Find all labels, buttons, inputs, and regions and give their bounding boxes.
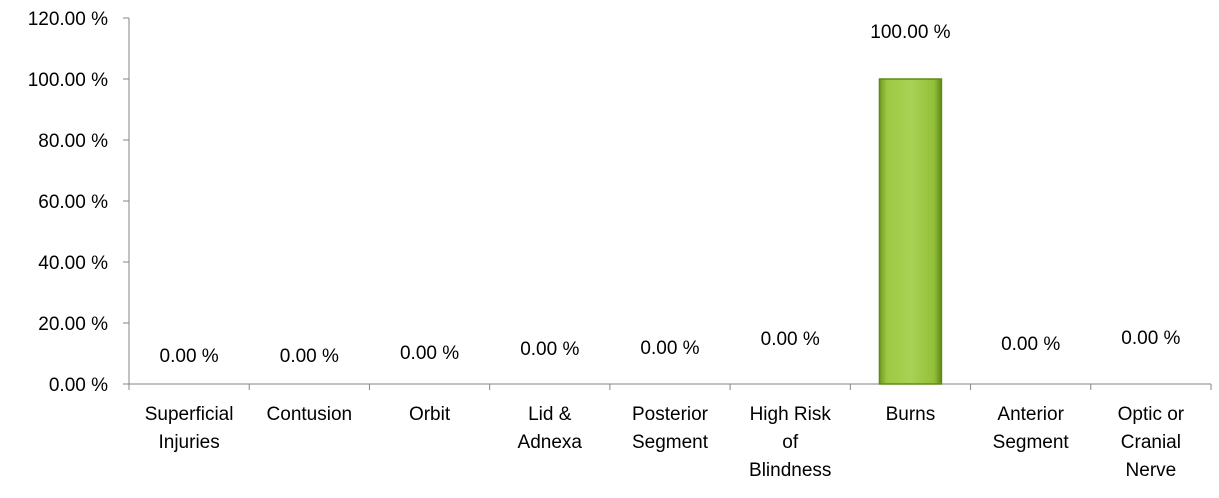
category-label-line: Nerve [1126,460,1177,481]
data-label: 0.00 % [761,329,820,350]
category-label-line: Injuries [158,432,219,453]
y-tick-label: 20.00 % [38,314,108,335]
category-labels: Superficial Injuries Contusion Orbit Lid & Ad… [145,404,1185,481]
y-tick-label: 80.00 % [38,131,108,152]
category-label: Lid & Adnexa [518,404,583,453]
y-tick-label: 120.00 % [28,9,108,30]
category-label-line: Optic or [1118,404,1185,425]
category-label-line: Adnexa [518,432,583,453]
data-label: 100.00 % [870,22,950,43]
category-label-line: Cranial [1121,432,1181,453]
x-axis [128,383,1212,390]
category-label: Anterior Segment [993,404,1070,453]
category-label-line: Blindness [749,460,831,481]
category-label-line: Segment [632,432,709,453]
category-label-line: Lid & [528,404,572,425]
category-label: Optic or Cranial Nerve [1118,404,1185,481]
category-label-line: Orbit [409,404,451,425]
data-label: 0.00 % [160,346,219,367]
category-label-line: Posterior [632,404,709,425]
y-tick-label: 40.00 % [38,253,108,274]
category-label: Superficial Injuries [145,404,234,453]
bars [878,78,943,385]
y-tick-label: 60.00 % [38,192,108,213]
category-label: High Risk of Blindness [749,404,831,481]
data-label: 0.00 % [1121,328,1180,349]
category-label: Burns [886,404,936,425]
category-label: Contusion [267,404,353,425]
data-label: 0.00 % [520,339,579,360]
data-label: 0.00 % [280,346,339,367]
category-label-line: of [782,432,799,453]
category-label: Orbit [409,404,451,425]
category-label-line: Contusion [267,404,353,425]
bar [878,78,943,385]
data-label: 0.00 % [640,338,699,359]
data-labels: 0.00 % 0.00 % 0.00 % 0.00 % 0.00 % 0.00 % 100.… [160,22,1181,367]
y-tick-label: 100.00 % [28,70,108,91]
category-label-line: Anterior [997,404,1064,425]
y-axis: 0.00 % 20.00 % 40.00 % 60.00 % 80.00 % 100.00… [28,9,130,396]
y-tick-label: 0.00 % [49,375,108,396]
category-label-line: Burns [886,404,936,425]
category-label-line: Superficial [145,404,234,425]
data-label: 0.00 % [1001,334,1060,355]
category-label-line: High Risk [750,404,832,425]
data-label: 0.00 % [400,343,459,364]
category-label-line: Segment [993,432,1070,453]
category-label: Posterior Segment [632,404,709,453]
